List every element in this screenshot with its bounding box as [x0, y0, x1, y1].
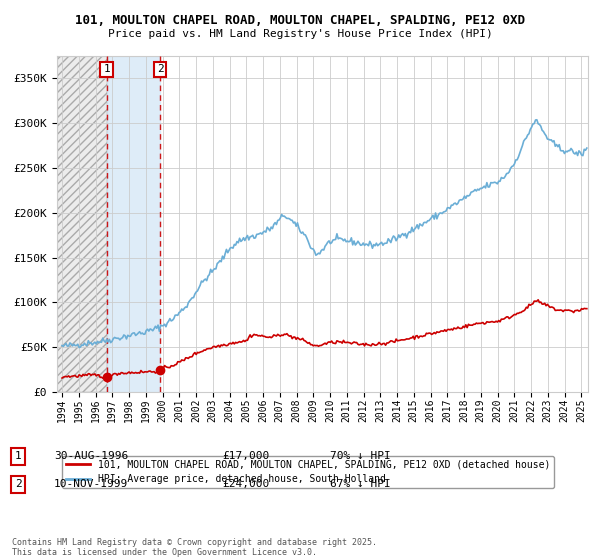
- Text: £17,000: £17,000: [222, 451, 269, 461]
- Text: 10-NOV-1999: 10-NOV-1999: [54, 479, 128, 489]
- Text: Price paid vs. HM Land Registry's House Price Index (HPI): Price paid vs. HM Land Registry's House …: [107, 29, 493, 39]
- Text: 1: 1: [103, 64, 110, 74]
- Bar: [57, 56, 107, 392]
- Legend: 101, MOULTON CHAPEL ROAD, MOULTON CHAPEL, SPALDING, PE12 0XD (detached house), H: 101, MOULTON CHAPEL ROAD, MOULTON CHAPEL…: [62, 456, 554, 488]
- Text: 30-AUG-1996: 30-AUG-1996: [54, 451, 128, 461]
- Bar: [107, 56, 160, 392]
- Text: 2: 2: [14, 479, 22, 489]
- Bar: [57, 56, 107, 392]
- Text: 2: 2: [157, 64, 164, 74]
- Text: 101, MOULTON CHAPEL ROAD, MOULTON CHAPEL, SPALDING, PE12 0XD: 101, MOULTON CHAPEL ROAD, MOULTON CHAPEL…: [75, 14, 525, 27]
- Text: Contains HM Land Registry data © Crown copyright and database right 2025.
This d: Contains HM Land Registry data © Crown c…: [12, 538, 377, 557]
- Text: £24,000: £24,000: [222, 479, 269, 489]
- Text: 67% ↓ HPI: 67% ↓ HPI: [330, 479, 391, 489]
- Text: 1: 1: [14, 451, 22, 461]
- Text: 70% ↓ HPI: 70% ↓ HPI: [330, 451, 391, 461]
